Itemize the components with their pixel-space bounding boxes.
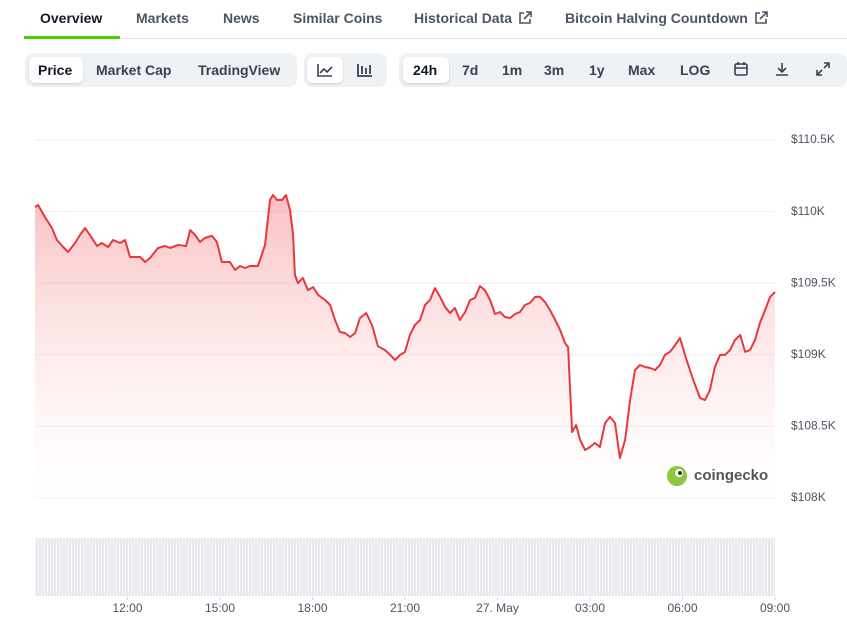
log-button[interactable]: LOG <box>680 62 711 78</box>
y-tick-label: $108.5K <box>791 419 836 433</box>
tab[interactable]: Overview <box>40 10 102 26</box>
tab-label: Similar Coins <box>293 10 383 26</box>
tab[interactable]: Historical Data <box>414 10 532 26</box>
x-tick-label: 12:00 <box>112 601 142 615</box>
active-tab-underline <box>24 36 120 39</box>
range-group <box>399 53 847 87</box>
range-button[interactable]: 1m <box>502 62 523 78</box>
tab[interactable]: News <box>223 10 260 26</box>
x-tick-label: 09:00 <box>760 601 790 615</box>
range-button[interactable]: 24h <box>413 62 438 78</box>
view-button[interactable]: Market Cap <box>96 62 172 78</box>
selected-indicator <box>403 57 449 83</box>
x-tick-label: 18:00 <box>297 601 327 615</box>
tab[interactable]: Markets <box>136 10 189 26</box>
tab-label: Overview <box>40 10 103 26</box>
external-link-icon <box>519 11 532 24</box>
tab-label: News <box>223 10 260 26</box>
y-tick-label: $109K <box>791 347 826 361</box>
y-tick-label: $110K <box>791 204 825 218</box>
x-tick-label: 21:00 <box>390 601 420 615</box>
tab-divider <box>24 38 847 39</box>
y-tick-label: $109.5K <box>791 275 836 289</box>
x-tick-label: 03:00 <box>575 601 605 615</box>
x-tick-label: 15:00 <box>205 601 235 615</box>
range-button[interactable]: 3m <box>544 62 565 78</box>
external-link-icon <box>754 11 768 24</box>
download-button[interactable] <box>774 61 790 77</box>
watermark: coingecko <box>667 466 768 486</box>
view-button[interactable]: TradingView <box>198 62 281 78</box>
fullscreen-button[interactable] <box>815 61 831 77</box>
watermark-text: coingecko <box>694 467 768 484</box>
tab-label: Bitcoin Halving Countdown <box>565 10 748 26</box>
range-button[interactable]: 1y <box>589 62 605 78</box>
tab[interactable]: Bitcoin Halving Countdown <box>565 10 768 26</box>
tab-label: Historical Data <box>414 10 513 26</box>
view-button[interactable]: Price <box>38 62 73 78</box>
candle-chart-button[interactable] <box>356 61 374 79</box>
x-tick-label: 27. May <box>476 601 519 615</box>
range-button[interactable]: 7d <box>462 62 479 78</box>
line-chart-button[interactable] <box>316 61 334 79</box>
calendar-button[interactable] <box>733 61 749 77</box>
y-tick-label: $110.5K <box>791 132 835 146</box>
price-area <box>35 195 775 500</box>
selected-indicator <box>29 57 83 83</box>
price-line <box>34 194 776 459</box>
y-tick-label: $108K <box>791 490 826 504</box>
tab[interactable]: Similar Coins <box>293 10 382 26</box>
range-button[interactable]: Max <box>628 62 656 78</box>
volume-backdrop <box>35 538 775 596</box>
x-tick-label: 06:00 <box>667 601 697 615</box>
tab-label: Markets <box>136 10 189 26</box>
